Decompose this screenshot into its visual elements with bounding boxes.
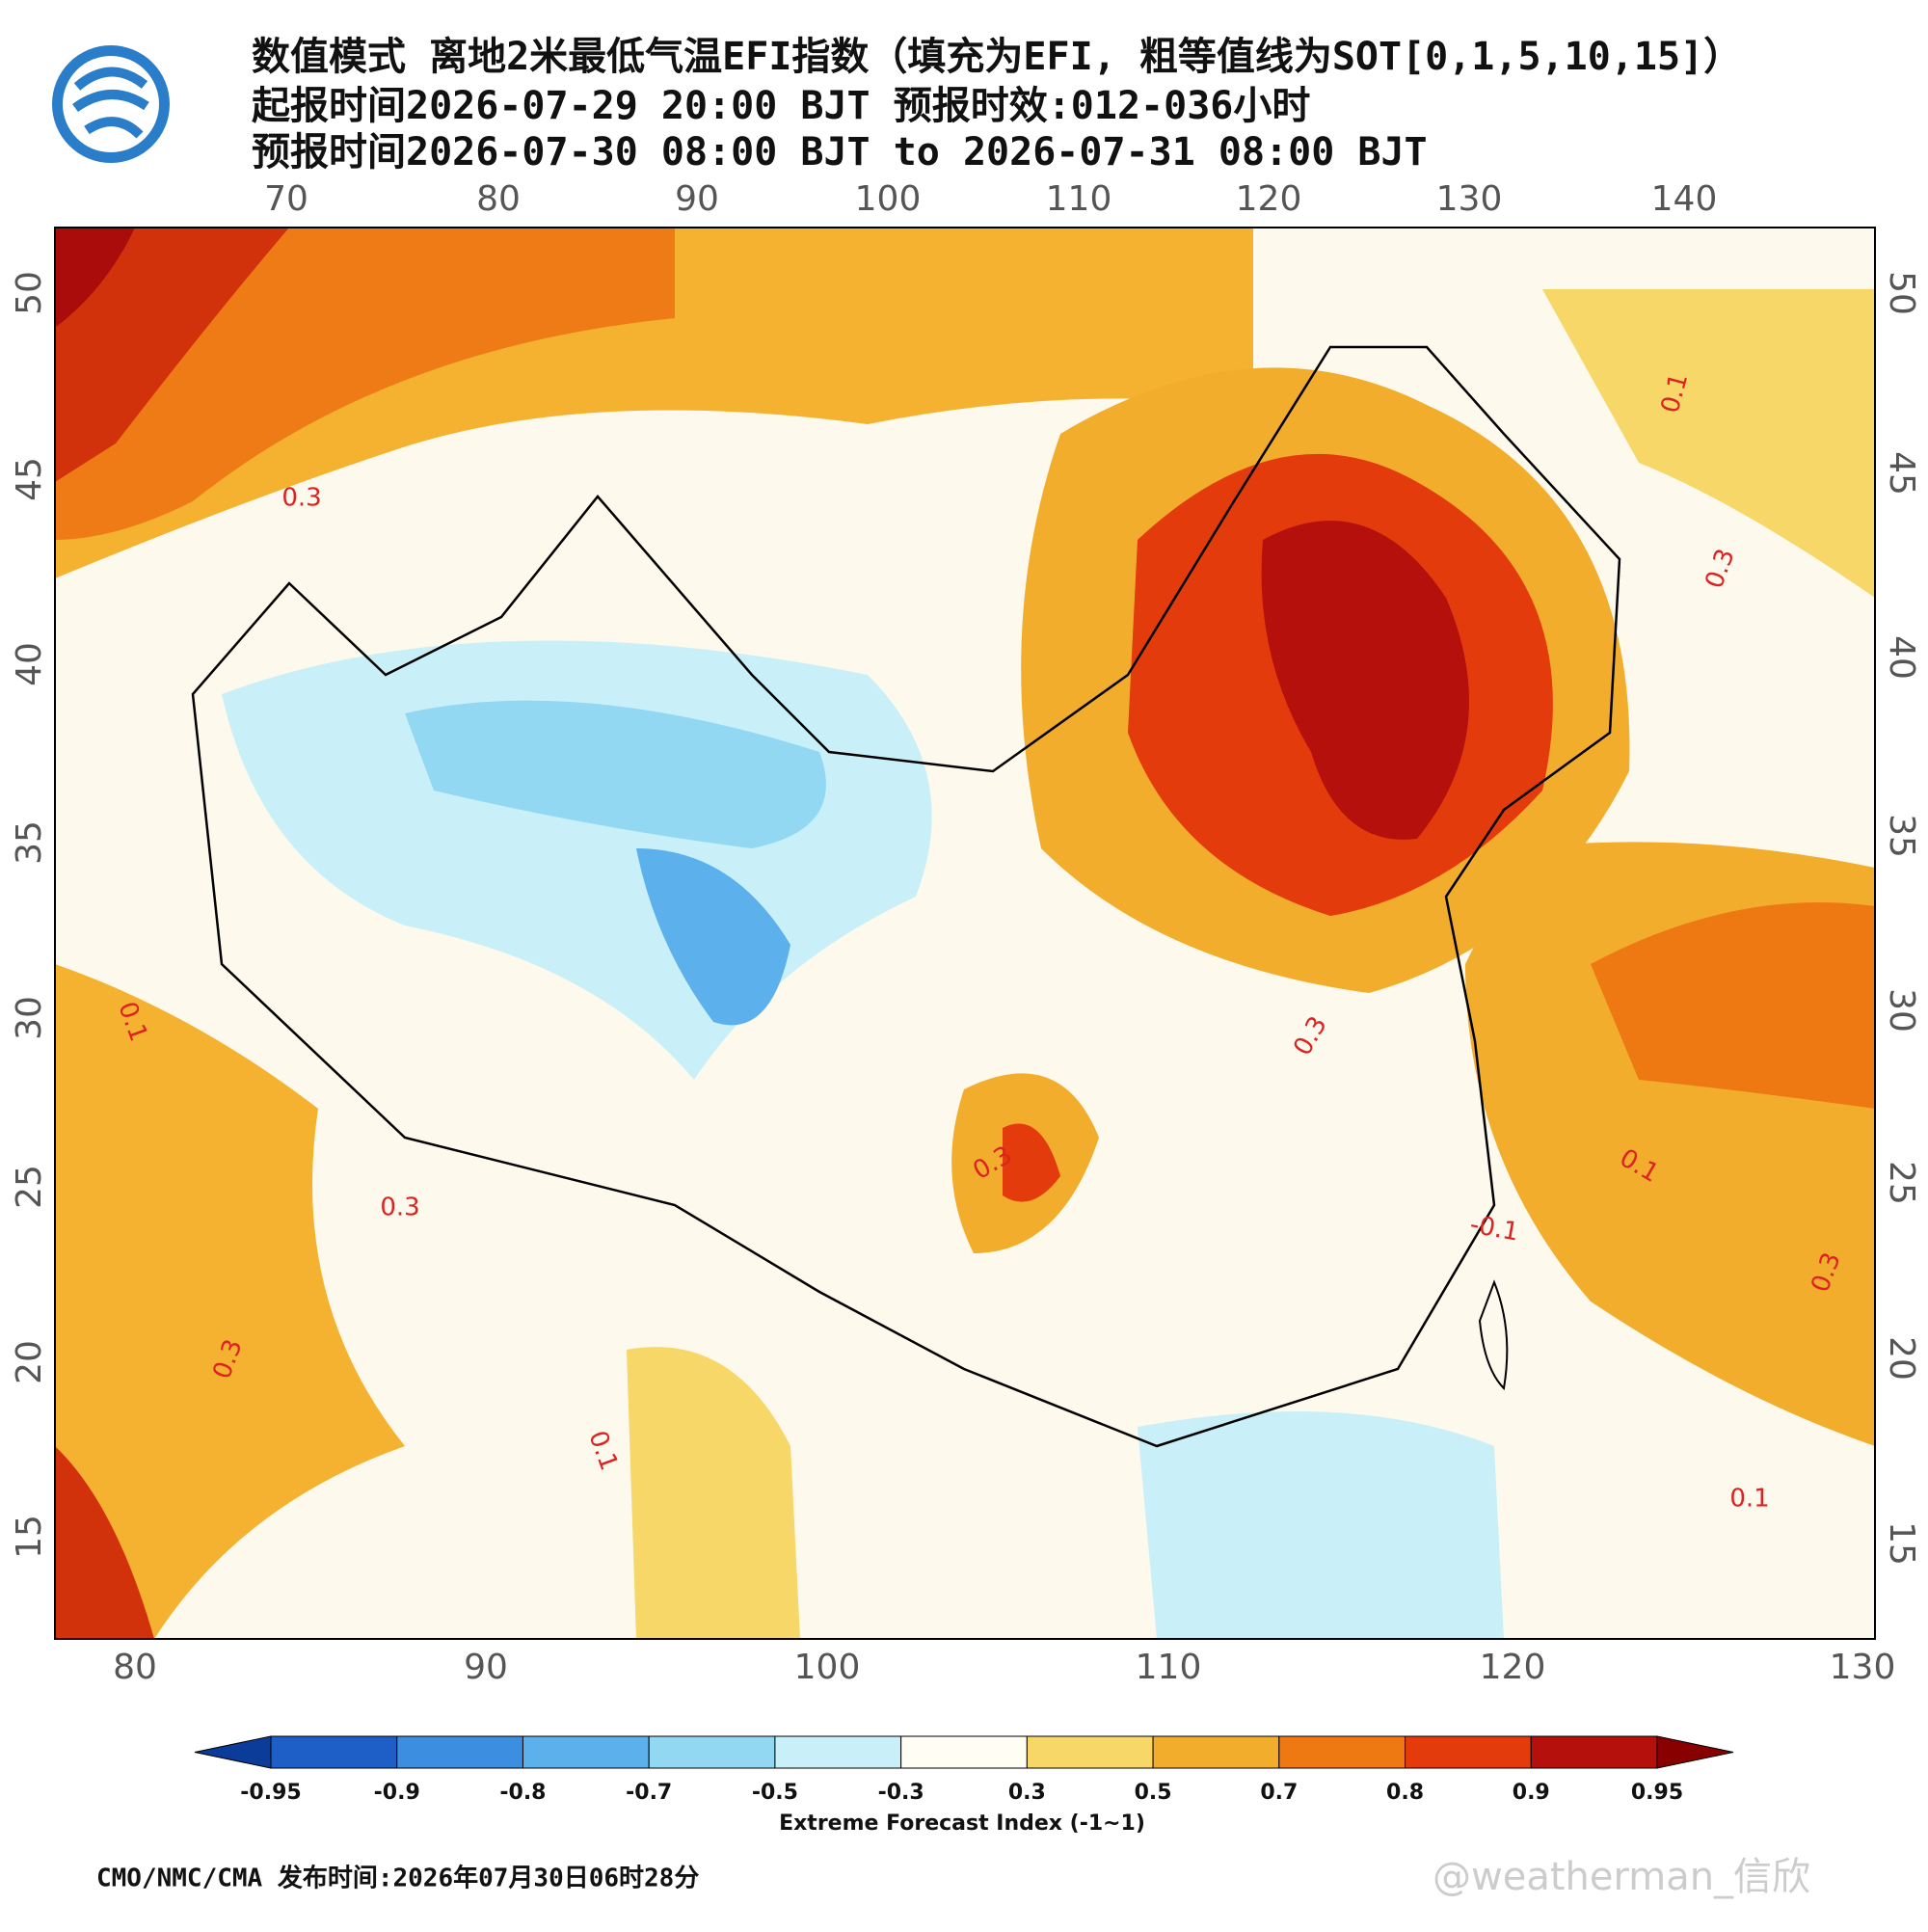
lat-label: 40 bbox=[1882, 635, 1921, 680]
lat-label: 30 bbox=[1882, 988, 1921, 1033]
colorbar-segment bbox=[1405, 1735, 1532, 1769]
colorbar-segment bbox=[648, 1735, 776, 1769]
colorbar-tick-label: -0.3 bbox=[878, 1781, 924, 1805]
colorbar-segment bbox=[270, 1735, 398, 1769]
title-line: 数值模式 离地2米最低气温EFI指数（填充为EFI, 粗等值线为SOT[0,1,… bbox=[252, 35, 1742, 79]
colorbar-tick-label: -0.8 bbox=[499, 1781, 546, 1805]
colorbar-tick-label: 0.95 bbox=[1631, 1781, 1683, 1805]
colorbar-tick-label: 0.8 bbox=[1386, 1781, 1424, 1805]
labels: 70 80 90 100 110 120 130 140 80 90 100 110 120 130 50 4… bbox=[10, 179, 1921, 1687]
lat-label: 15 bbox=[1882, 1521, 1921, 1566]
colorbar: -0.95 -0.9 -0.8 -0.7 -0.5 -0.3 0.3 0.5 0.7 0.8 0.9… bbox=[194, 1735, 1734, 1805]
contour-label: 0.3 bbox=[281, 484, 321, 513]
colorbar-tick-label: -0.95 bbox=[240, 1781, 301, 1805]
lon-label: 100 bbox=[855, 179, 922, 219]
map-frame bbox=[54, 227, 1876, 1640]
colorbar-tick-label: -0.9 bbox=[374, 1781, 420, 1805]
lon-label: 110 bbox=[1046, 179, 1112, 219]
lat-label: 35 bbox=[1882, 814, 1921, 858]
colorbar-segment bbox=[1026, 1735, 1154, 1769]
colorbar-tick-label: 0.7 bbox=[1260, 1781, 1298, 1805]
watermark: @weatherman_信欣 bbox=[1433, 1855, 1810, 1899]
lat-label: 20 bbox=[1882, 1336, 1921, 1381]
logo bbox=[52, 45, 170, 163]
map-fill bbox=[55, 228, 1875, 1639]
lat-label: 50 bbox=[10, 271, 49, 315]
colorbar-segment bbox=[774, 1735, 902, 1769]
title-line: 起报时间2026-07-29 20:00 BJT 预报时效:012-036小时 bbox=[252, 84, 1310, 128]
lon-label: 120 bbox=[1236, 179, 1302, 219]
lon-label: 90 bbox=[464, 1648, 508, 1687]
lat-label: 25 bbox=[10, 1165, 49, 1209]
contour-label: 0.1 bbox=[1729, 1485, 1769, 1514]
colorbar-extend-low bbox=[194, 1735, 272, 1769]
colorbar-segment bbox=[1152, 1735, 1280, 1769]
lon-label: 70 bbox=[264, 179, 308, 219]
lat-label: 50 bbox=[1882, 271, 1921, 315]
colorbar-tick-label: 0.5 bbox=[1135, 1781, 1172, 1805]
colorbar-tick-label: -0.7 bbox=[626, 1781, 672, 1805]
lat-label: 30 bbox=[10, 996, 49, 1040]
colorbar-title: Extreme Forecast Index (-1~1) bbox=[779, 1811, 1145, 1836]
lon-label: 110 bbox=[1136, 1648, 1202, 1687]
lat-label: 25 bbox=[1882, 1161, 1921, 1205]
colorbar-tick-label: -0.5 bbox=[752, 1781, 798, 1805]
colorbar-extend-high bbox=[1656, 1735, 1734, 1769]
colorbar-segment bbox=[900, 1735, 1028, 1769]
colorbar-segment bbox=[396, 1735, 523, 1769]
colorbar-segment bbox=[522, 1735, 650, 1769]
lon-label: 90 bbox=[675, 179, 719, 219]
colorbar-segment bbox=[1530, 1735, 1658, 1769]
lon-label: 140 bbox=[1651, 179, 1718, 219]
lat-label: 45 bbox=[1882, 451, 1921, 496]
colorbar-tick-label: 0.9 bbox=[1513, 1781, 1550, 1805]
colorbar-segment bbox=[1278, 1735, 1406, 1769]
lat-label: 40 bbox=[10, 642, 49, 686]
lon-label: 130 bbox=[1436, 179, 1503, 219]
lon-label: 80 bbox=[113, 1648, 157, 1687]
lat-label: 15 bbox=[10, 1515, 49, 1559]
lon-label: 80 bbox=[476, 179, 521, 219]
footer-source: CMO/NMC/CMA 发布时间:2026年07月30日06时28分 bbox=[96, 1864, 699, 1893]
lon-label: 130 bbox=[1830, 1648, 1896, 1687]
lon-label: 120 bbox=[1480, 1648, 1546, 1687]
lat-label: 35 bbox=[10, 820, 49, 865]
lat-label: 20 bbox=[10, 1340, 49, 1384]
lat-label: 45 bbox=[10, 457, 49, 501]
colorbar-tick-label: 0.3 bbox=[1008, 1781, 1046, 1805]
contour-label: 0.3 bbox=[380, 1194, 419, 1222]
lon-label: 100 bbox=[794, 1648, 861, 1687]
title-line: 预报时间2026-07-30 08:00 BJT to 2026-07-31 0… bbox=[252, 130, 1428, 174]
